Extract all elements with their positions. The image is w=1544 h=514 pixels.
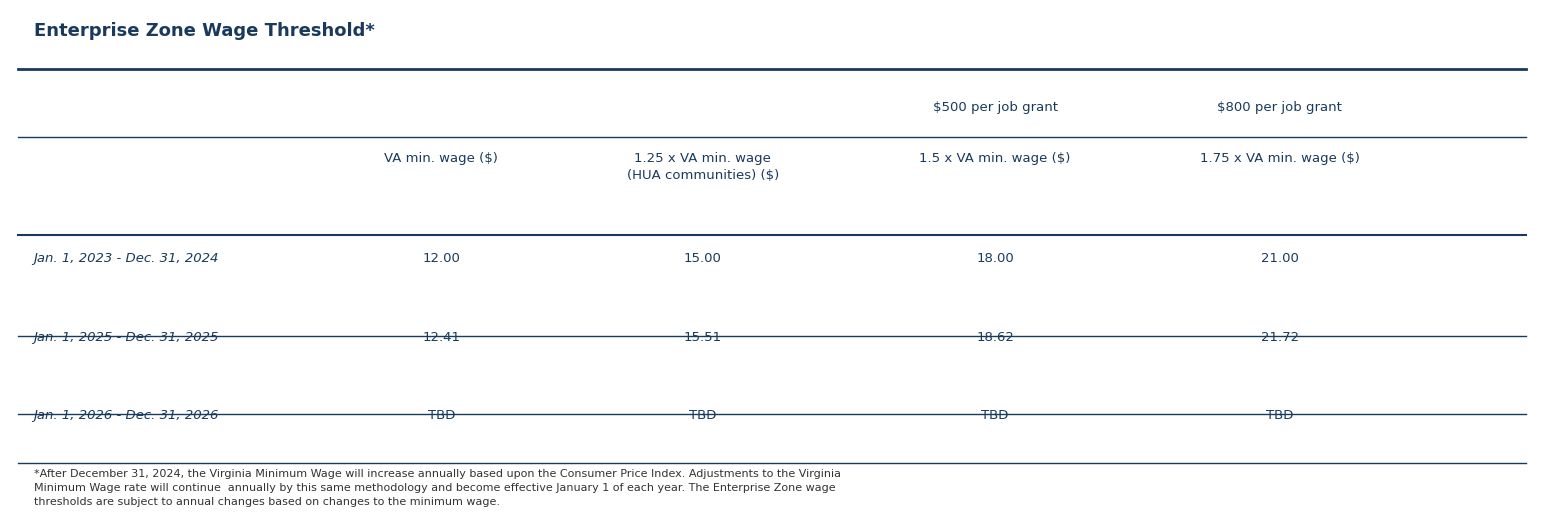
- Text: $500 per job grant: $500 per job grant: [933, 101, 1058, 114]
- Text: 1.5 x VA min. wage ($): 1.5 x VA min. wage ($): [919, 152, 1070, 165]
- Text: 21.72: 21.72: [1260, 331, 1299, 344]
- Text: 12.41: 12.41: [422, 331, 460, 344]
- Text: 15.00: 15.00: [684, 252, 721, 265]
- Text: TBD: TBD: [982, 409, 1008, 422]
- Text: 18.62: 18.62: [976, 331, 1014, 344]
- Text: TBD: TBD: [428, 409, 455, 422]
- Text: Jan. 1, 2026 - Dec. 31, 2026: Jan. 1, 2026 - Dec. 31, 2026: [34, 409, 219, 422]
- Text: 15.51: 15.51: [684, 331, 723, 344]
- Text: TBD: TBD: [1266, 409, 1294, 422]
- Text: 1.75 x VA min. wage ($): 1.75 x VA min. wage ($): [1200, 152, 1360, 165]
- Text: Enterprise Zone Wage Threshold*: Enterprise Zone Wage Threshold*: [34, 22, 375, 41]
- Text: VA min. wage ($): VA min. wage ($): [384, 152, 499, 165]
- Text: 1.25 x VA min. wage
(HUA communities) ($): 1.25 x VA min. wage (HUA communities) ($…: [627, 152, 778, 182]
- Text: Jan. 1, 2025 - Dec. 31, 2025: Jan. 1, 2025 - Dec. 31, 2025: [34, 331, 219, 344]
- Text: 21.00: 21.00: [1261, 252, 1299, 265]
- Text: 18.00: 18.00: [976, 252, 1014, 265]
- Text: Jan. 1, 2023 - Dec. 31, 2024: Jan. 1, 2023 - Dec. 31, 2024: [34, 252, 219, 265]
- Text: 12.00: 12.00: [423, 252, 460, 265]
- Text: $800 per job grant: $800 per job grant: [1217, 101, 1342, 114]
- Text: TBD: TBD: [689, 409, 716, 422]
- Text: *After December 31, 2024, the Virginia Minimum Wage will increase annually based: *After December 31, 2024, the Virginia M…: [34, 469, 840, 507]
